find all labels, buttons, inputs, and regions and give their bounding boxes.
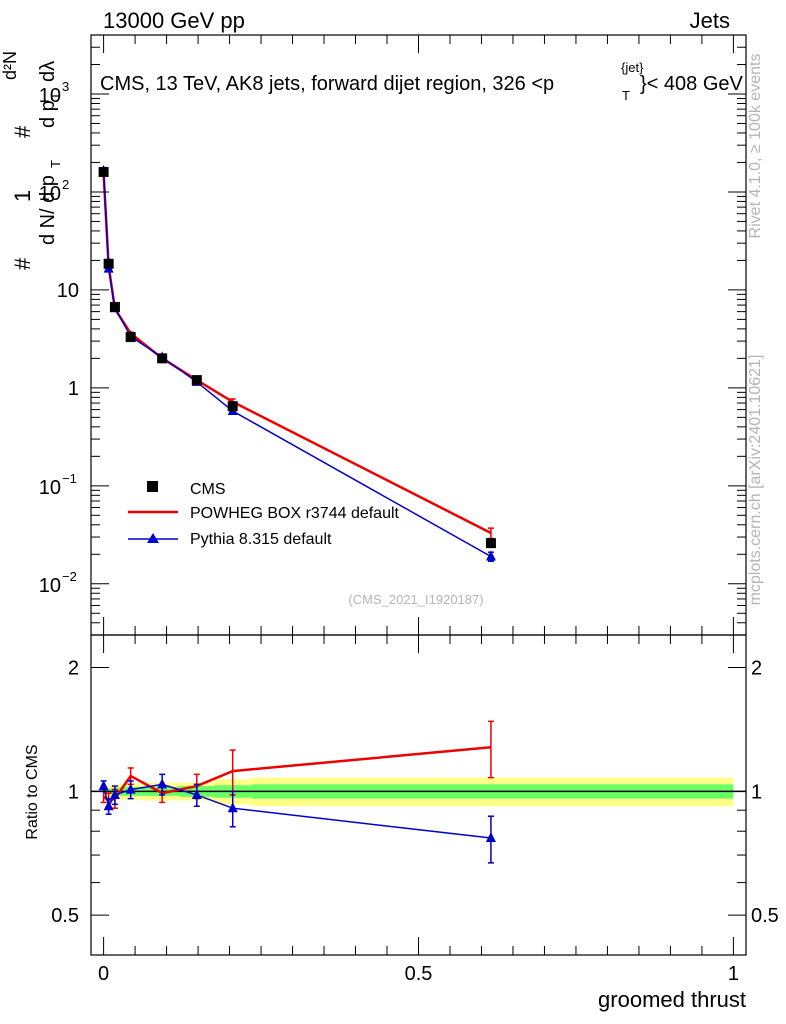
main-plot-layer <box>98 164 496 562</box>
main-ylabel: # 1 d N / d p T # d²N d p T dλ <box>0 51 63 270</box>
ratio-plot-layer <box>98 720 496 864</box>
main-ytick-value: 1 <box>68 378 79 400</box>
main-data-point <box>125 332 136 343</box>
main-ytick-exp: 2 <box>62 177 69 192</box>
ylabel-sub2: T <box>48 92 63 100</box>
main-data-point <box>157 353 168 364</box>
legend-data-marker <box>147 481 158 492</box>
main-title: CMS, 13 TeV, AK8 jets, forward dijet reg… <box>100 60 744 103</box>
main-ytick-label: 10 −1 <box>39 471 77 499</box>
main-ytick-base: 10 <box>39 85 61 107</box>
main-ytick-label: 1 <box>68 378 79 400</box>
ratio-ytick-label-right: 2 <box>751 658 762 680</box>
title-prefix: CMS, 13 TeV, AK8 jets, forward dijet reg… <box>100 73 554 95</box>
main-ytick-label: 10 2 <box>39 177 69 205</box>
main-ytick-exp: −2 <box>62 569 77 584</box>
main-ytick-exp: −1 <box>62 471 77 486</box>
ratio-pythia-point <box>227 802 238 813</box>
ylabel-dp: d p <box>37 100 59 128</box>
main-ytick-value: 10 <box>57 280 79 302</box>
main-data-point <box>227 401 238 412</box>
ratio-pythia-point <box>103 800 114 811</box>
ylabel-d2n: d²N <box>0 51 20 80</box>
main-ytick-label: 10 <box>57 280 79 302</box>
legend-data-label: CMS <box>190 481 226 498</box>
ylabel-hash2: # <box>10 125 35 138</box>
ylabel-dlambda: dλ <box>37 61 59 82</box>
main-data-point <box>103 258 114 269</box>
legend-pythia-marker <box>147 533 159 543</box>
rivet-side-label: Rivet 4.1.0, ≥ 100k events <box>747 54 764 239</box>
ratio-ytick-label: 0.5 <box>51 905 79 927</box>
main-ytick-label: 10 3 <box>39 79 69 107</box>
legend-powheg-label: POWHEG BOX r3744 default <box>190 505 400 522</box>
ratio-pythia-point <box>485 832 496 843</box>
ratio-pythia-point <box>125 783 136 794</box>
ratio-pythia-point <box>157 778 168 789</box>
category-label: Jets <box>690 8 730 33</box>
main-ytick-base: 10 <box>39 477 61 499</box>
ylabel-dn: d N <box>37 214 59 245</box>
main-ytick-base: 10 <box>39 575 61 597</box>
ratio-powheg-line <box>102 746 492 802</box>
ratio-ytick-label: 1 <box>68 781 79 803</box>
title-suffix: }< 408 GeV <box>640 73 744 95</box>
ylabel-one: 1 <box>10 190 35 202</box>
ylabel-sub: T <box>48 160 63 168</box>
ratio-pythia-point <box>109 788 120 799</box>
main-data-point <box>98 166 109 177</box>
ratio-pythia-point <box>98 780 109 791</box>
ylabel-slash: / d p <box>37 175 59 214</box>
ratio-xtick-label: 0 <box>98 963 109 985</box>
legend-pythia-label: Pythia 8.315 default <box>190 531 332 548</box>
title-sup: {jet} <box>621 60 644 75</box>
ratio-pythia-point <box>191 788 202 799</box>
main-data-point <box>191 375 202 386</box>
main-ytick-base: 10 <box>39 183 61 205</box>
ratio-ytick-label: 2 <box>68 658 79 680</box>
mcplots-side-label: mcplots.cern.ch [arXiv:2401.10621] <box>747 355 764 606</box>
main-data-point <box>485 538 496 549</box>
ylabel-hash: # <box>10 257 35 270</box>
analysis-watermark: (CMS_2021_I1920187) <box>348 592 483 607</box>
main-data-point <box>109 301 120 312</box>
ratio-ytick-label-right: 0.5 <box>751 905 779 927</box>
main-ytick-label: 10 −2 <box>39 569 77 597</box>
x-axis-label: groomed thrust <box>598 987 746 1012</box>
energy-label: 13000 GeV pp <box>103 8 245 33</box>
ratio-ylabel: Ratio to CMS <box>24 744 41 839</box>
ratio-xtick-label: 1 <box>728 963 739 985</box>
legend: CMS POWHEG BOX r3744 default Pythia 8.31… <box>128 481 400 548</box>
main-pythia-line <box>102 170 492 558</box>
ratio-ytick-label-right: 1 <box>751 781 762 803</box>
main-ytick-exp: 3 <box>62 79 69 94</box>
main-pythia-point <box>485 550 496 561</box>
title-sub: T <box>622 88 630 103</box>
ratio-xtick-label: 0.5 <box>405 963 433 985</box>
